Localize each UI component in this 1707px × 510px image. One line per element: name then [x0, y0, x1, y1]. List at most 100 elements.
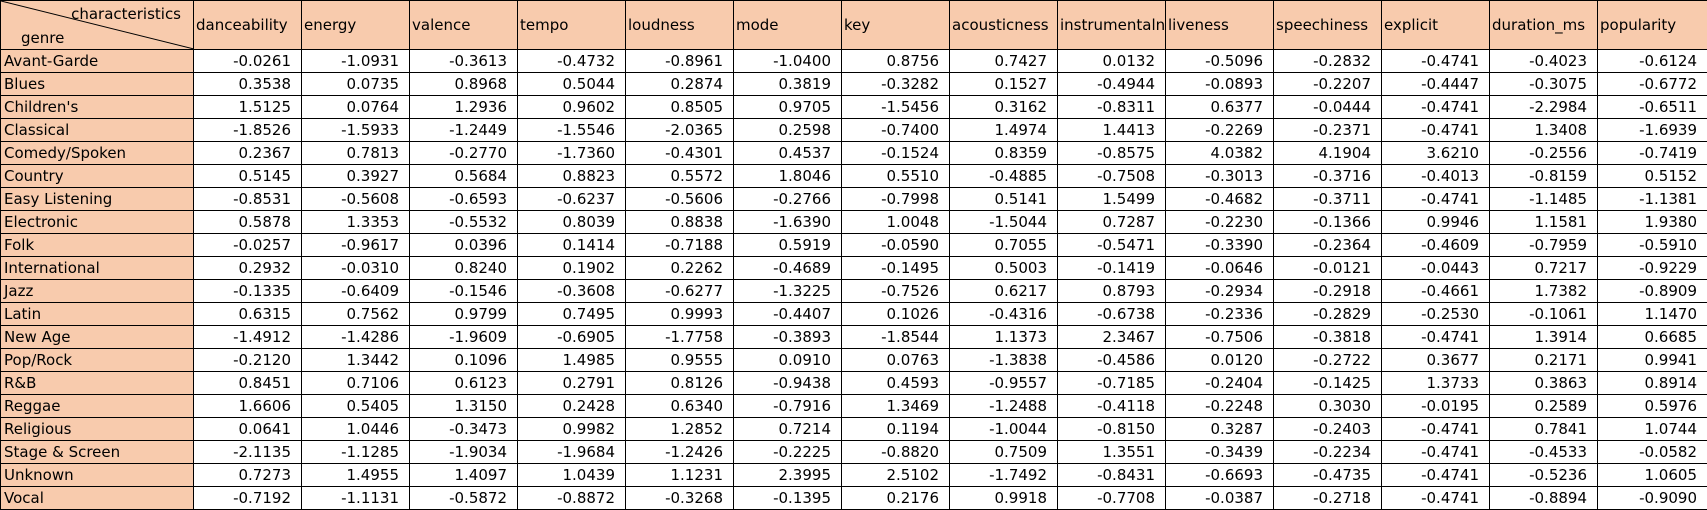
value-cell[interactable]: -1.1485: [1489, 187, 1598, 211]
value-cell[interactable]: -1.6939: [1597, 118, 1707, 142]
value-cell[interactable]: 0.5141: [949, 187, 1058, 211]
genre-cell[interactable]: Vocal: [0, 486, 194, 510]
value-cell[interactable]: -0.8820: [841, 440, 950, 464]
value-cell[interactable]: -0.9617: [301, 233, 410, 257]
value-cell[interactable]: -1.5933: [301, 118, 410, 142]
value-cell[interactable]: -0.4316: [949, 302, 1058, 326]
value-cell[interactable]: 0.6340: [625, 394, 734, 418]
value-cell[interactable]: -0.8961: [625, 49, 734, 73]
value-cell[interactable]: 1.5125: [193, 95, 302, 119]
value-cell[interactable]: -1.7758: [625, 325, 734, 349]
value-cell[interactable]: -1.7360: [517, 141, 626, 165]
value-cell[interactable]: 0.2791: [517, 371, 626, 395]
value-cell[interactable]: 0.5684: [409, 164, 518, 188]
value-cell[interactable]: -0.6511: [1597, 95, 1707, 119]
value-cell[interactable]: 1.4413: [1057, 118, 1166, 142]
value-cell[interactable]: -1.2488: [949, 394, 1058, 418]
value-cell[interactable]: -0.2230: [1165, 210, 1274, 234]
value-cell[interactable]: 0.2262: [625, 256, 734, 280]
value-cell[interactable]: -1.1285: [301, 440, 410, 464]
value-cell[interactable]: -0.0195: [1381, 394, 1490, 418]
value-cell[interactable]: -0.2120: [193, 348, 302, 372]
value-cell[interactable]: -0.2225: [733, 440, 842, 464]
value-cell[interactable]: 0.0641: [193, 417, 302, 441]
value-cell[interactable]: -0.4023: [1489, 49, 1598, 73]
value-cell[interactable]: -0.5872: [409, 486, 518, 510]
value-cell[interactable]: -0.8872: [517, 486, 626, 510]
value-cell[interactable]: 0.7495: [517, 302, 626, 326]
value-cell[interactable]: 0.5003: [949, 256, 1058, 280]
value-cell[interactable]: -0.1495: [841, 256, 950, 280]
value-cell[interactable]: -0.2766: [733, 187, 842, 211]
value-cell[interactable]: 1.4985: [517, 348, 626, 372]
value-cell[interactable]: 0.7217: [1489, 256, 1598, 280]
value-cell[interactable]: -0.1395: [733, 486, 842, 510]
value-cell[interactable]: 1.4955: [301, 463, 410, 487]
value-cell[interactable]: -0.4944: [1057, 72, 1166, 96]
value-cell[interactable]: -0.4735: [1273, 463, 1382, 487]
value-cell[interactable]: 0.7055: [949, 233, 1058, 257]
genre-cell[interactable]: Avant-Garde: [0, 49, 194, 73]
value-cell[interactable]: 1.3551: [1057, 440, 1166, 464]
value-cell[interactable]: -0.3608: [517, 279, 626, 303]
value-cell[interactable]: 0.9993: [625, 302, 734, 326]
value-cell[interactable]: 0.7813: [301, 141, 410, 165]
value-cell[interactable]: -0.9229: [1597, 256, 1707, 280]
value-cell[interactable]: -0.2934: [1165, 279, 1274, 303]
value-cell[interactable]: -0.0443: [1381, 256, 1490, 280]
value-cell[interactable]: 0.9799: [409, 302, 518, 326]
value-cell[interactable]: 0.8838: [625, 210, 734, 234]
value-cell[interactable]: -1.0400: [733, 49, 842, 73]
value-cell[interactable]: 0.8968: [409, 72, 518, 96]
value-cell[interactable]: 0.2598: [733, 118, 842, 142]
value-cell[interactable]: -0.3013: [1165, 164, 1274, 188]
value-cell[interactable]: -0.4885: [949, 164, 1058, 188]
value-cell[interactable]: -0.6693: [1165, 463, 1274, 487]
value-cell[interactable]: -0.0444: [1273, 95, 1382, 119]
value-cell[interactable]: -2.0365: [625, 118, 734, 142]
value-cell[interactable]: -0.4447: [1381, 72, 1490, 96]
value-cell[interactable]: 0.0763: [841, 348, 950, 372]
value-cell[interactable]: -0.6409: [301, 279, 410, 303]
value-cell[interactable]: 0.7287: [1057, 210, 1166, 234]
value-cell[interactable]: -0.8575: [1057, 141, 1166, 165]
value-cell[interactable]: 1.0048: [841, 210, 950, 234]
value-cell[interactable]: -1.5456: [841, 95, 950, 119]
value-cell[interactable]: 0.2874: [625, 72, 734, 96]
value-cell[interactable]: -0.4533: [1489, 440, 1598, 464]
column-header-duration_ms[interactable]: duration_ms: [1489, 0, 1598, 50]
value-cell[interactable]: 3.6210: [1381, 141, 1490, 165]
value-cell[interactable]: 0.0132: [1057, 49, 1166, 73]
column-header-loudness[interactable]: loudness: [625, 0, 734, 50]
value-cell[interactable]: -0.2234: [1273, 440, 1382, 464]
corner-cell[interactable]: characteristics genre: [0, 0, 194, 50]
genre-cell[interactable]: Latin: [0, 302, 194, 326]
column-header-acousticness[interactable]: acousticness: [949, 0, 1058, 50]
column-header-explicit[interactable]: explicit: [1381, 0, 1490, 50]
value-cell[interactable]: 0.9705: [733, 95, 842, 119]
value-cell[interactable]: -0.2918: [1273, 279, 1382, 303]
value-cell[interactable]: -0.5606: [625, 187, 734, 211]
value-cell[interactable]: -0.3818: [1273, 325, 1382, 349]
value-cell[interactable]: -0.3613: [409, 49, 518, 73]
value-cell[interactable]: -0.7506: [1165, 325, 1274, 349]
value-cell[interactable]: -0.4741: [1381, 49, 1490, 73]
value-cell[interactable]: 0.3863: [1489, 371, 1598, 395]
value-cell[interactable]: 1.3469: [841, 394, 950, 418]
value-cell[interactable]: 0.5510: [841, 164, 950, 188]
value-cell[interactable]: 1.1231: [625, 463, 734, 487]
value-cell[interactable]: -0.3268: [625, 486, 734, 510]
value-cell[interactable]: 1.2936: [409, 95, 518, 119]
value-cell[interactable]: -0.2722: [1273, 348, 1382, 372]
value-cell[interactable]: 4.0382: [1165, 141, 1274, 165]
value-cell[interactable]: -0.7188: [625, 233, 734, 257]
column-header-tempo[interactable]: tempo: [517, 0, 626, 50]
value-cell[interactable]: 0.8793: [1057, 279, 1166, 303]
value-cell[interactable]: 0.3287: [1165, 417, 1274, 441]
value-cell[interactable]: 0.4537: [733, 141, 842, 165]
value-cell[interactable]: 0.9602: [517, 95, 626, 119]
value-cell[interactable]: -0.6772: [1597, 72, 1707, 96]
value-cell[interactable]: -0.0387: [1165, 486, 1274, 510]
value-cell[interactable]: -1.2449: [409, 118, 518, 142]
value-cell[interactable]: 0.5152: [1597, 164, 1707, 188]
